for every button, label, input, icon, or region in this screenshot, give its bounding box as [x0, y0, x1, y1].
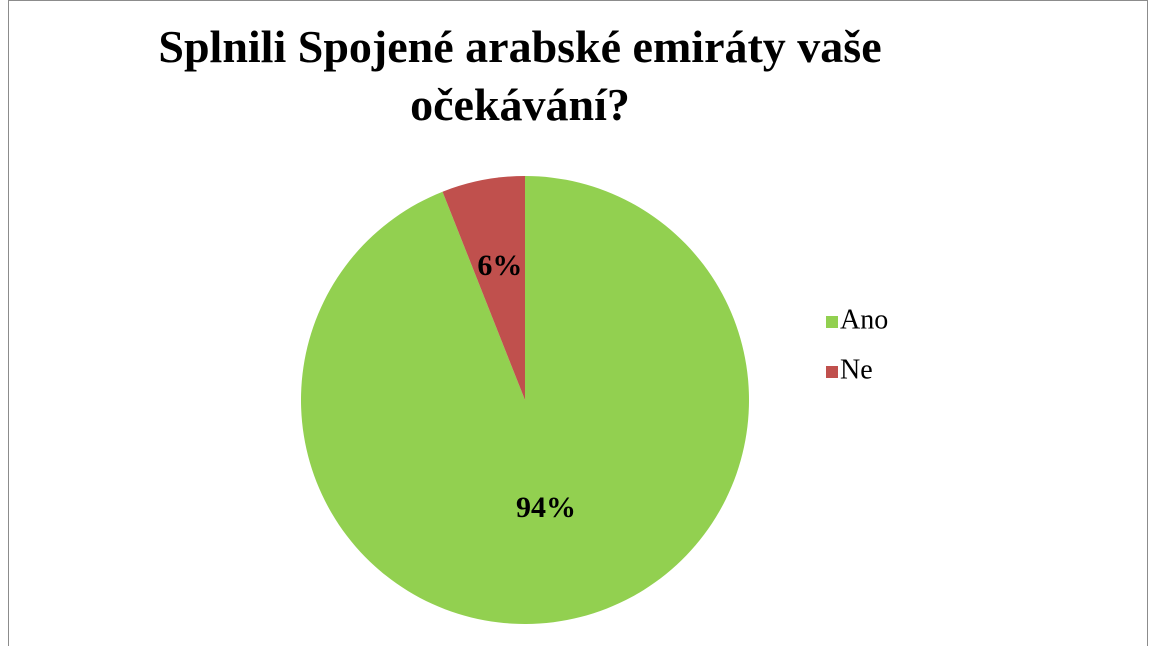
chart-border: [8, 0, 1148, 646]
data-label: 6%: [477, 249, 522, 282]
chart-title: Splnili Spojené arabské emiráty vaše oče…: [158, 21, 882, 130]
data-label: 94%: [516, 491, 576, 524]
pie-slice: [442, 176, 525, 400]
legend-swatch: [826, 316, 838, 328]
legend-label: Ne: [840, 354, 873, 385]
legend-swatch: [826, 366, 838, 378]
legend-label: Ano: [840, 304, 888, 335]
